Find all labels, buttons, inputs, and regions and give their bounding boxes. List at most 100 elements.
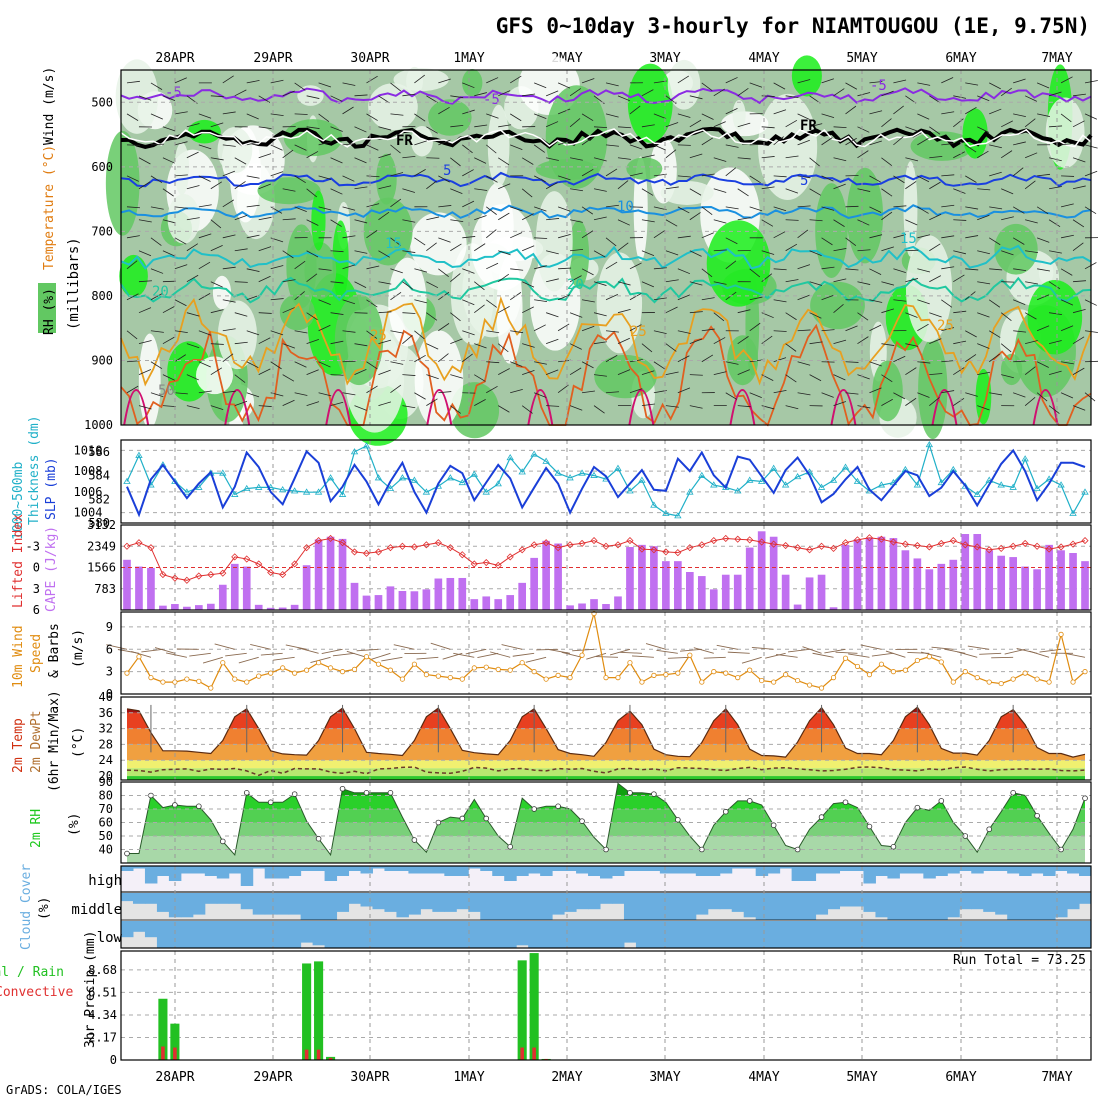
wind-barb (486, 206, 497, 215)
temp-ytick: 40 (99, 690, 113, 704)
wind-barb (641, 250, 655, 257)
wind-barb (330, 401, 344, 407)
wind-barb (665, 371, 679, 376)
wind-barb (258, 153, 272, 159)
cloud-bar-middle (959, 893, 972, 910)
wind-barb (953, 340, 967, 345)
wind-barb (965, 268, 979, 271)
contour-label: 20 (152, 284, 169, 300)
wind-barb (641, 281, 655, 288)
thickness-point (231, 490, 239, 497)
wind-barb (605, 82, 619, 87)
cloud-bar-middle (576, 893, 589, 910)
rh-patch (918, 338, 948, 440)
wind-barb (941, 77, 954, 84)
wind-speed-point (842, 655, 849, 661)
wind-barb (893, 355, 906, 363)
wind-barb (929, 338, 942, 345)
wind-barb (258, 126, 272, 130)
cape-ytick: 783 (94, 582, 116, 596)
wind-barb (641, 124, 655, 128)
wind-barb (893, 175, 905, 184)
wind-barb (162, 95, 176, 102)
wind-barb (833, 183, 846, 190)
wind-speed-point (339, 669, 346, 675)
thickness-point (1081, 488, 1089, 495)
cloud-bar-high (983, 866, 996, 871)
wind-barb (450, 219, 464, 223)
wind-barb (366, 361, 378, 370)
cloud-bar-middle (827, 893, 841, 910)
wind-barb (545, 182, 558, 190)
lifted-index-point (817, 542, 826, 550)
wind-barb (988, 237, 1001, 246)
wind-barb (390, 237, 402, 246)
cape-bar (685, 572, 694, 610)
cloud-bar-high (635, 866, 649, 871)
wind-barb (246, 80, 260, 84)
cloud-bar-low (635, 921, 649, 948)
lifted-index-point (626, 537, 634, 545)
wind-barb (977, 126, 990, 133)
rh-band (126, 783, 1086, 796)
cloud-bar-middle (1079, 893, 1092, 904)
lifted-index-point (829, 544, 838, 552)
wind-barb (390, 144, 401, 154)
wind-barb (174, 392, 188, 395)
wind-barb (186, 274, 199, 283)
thickness-point (638, 476, 646, 483)
wind-barb (845, 237, 857, 246)
wind-barb (162, 306, 175, 314)
cape-bar (566, 605, 574, 610)
lifted-index-point (374, 548, 383, 556)
wind-barb (761, 273, 773, 283)
cloud-bar-low (623, 921, 637, 943)
wind-barb (342, 82, 356, 86)
wind-barb (234, 374, 246, 383)
cloud-bar-high (276, 866, 290, 879)
wind-barb (1072, 242, 1084, 252)
wind-barb-10m (166, 652, 187, 658)
wind-barb (426, 216, 440, 221)
wind-barb (222, 234, 236, 239)
wind-barb (282, 307, 295, 314)
wind-barb (222, 266, 236, 270)
wind-barb (605, 261, 618, 270)
wind-barb (725, 167, 737, 177)
wind-barb (1060, 76, 1073, 84)
cloud-bar-high (623, 866, 637, 871)
wind-barb (617, 95, 631, 102)
wind-barb (1048, 340, 1062, 345)
wind-barb (162, 219, 176, 224)
cloud-bar-middle (492, 893, 505, 920)
contour-label: 15 (900, 231, 917, 247)
cloud-bar-high (552, 866, 565, 871)
wind-barb (497, 343, 509, 353)
wind-barb (821, 294, 834, 301)
wind-barb (1025, 281, 1039, 285)
rh-point (746, 798, 753, 804)
wind-barb (773, 357, 787, 363)
wind-barb (737, 369, 750, 376)
cloud-bar-low (180, 921, 194, 948)
bottom-date-label: 6MAY (945, 1070, 976, 1085)
cape-bar (314, 539, 323, 610)
wind-barb (1048, 405, 1060, 414)
wind-barb (318, 206, 332, 211)
wind-speed-point (806, 682, 813, 688)
rh-ytick: 50 (99, 829, 113, 843)
wind-barb (186, 405, 200, 410)
wind-barb-10m (848, 653, 870, 658)
thickness-ytick: 582 (88, 492, 110, 506)
rh-axis-labels: 2m RH (%) (29, 809, 82, 848)
slp-frame (120, 439, 1092, 524)
cloud-bar-high (456, 866, 469, 876)
wind-barb (929, 95, 941, 104)
wind-barb (965, 235, 979, 239)
temp-frame (120, 696, 1092, 781)
thickness-point (314, 488, 323, 495)
cape-bar (697, 576, 706, 610)
wind-barb (737, 157, 751, 160)
cloud-bar-high (216, 866, 230, 879)
cloud-bar-high (707, 866, 721, 876)
